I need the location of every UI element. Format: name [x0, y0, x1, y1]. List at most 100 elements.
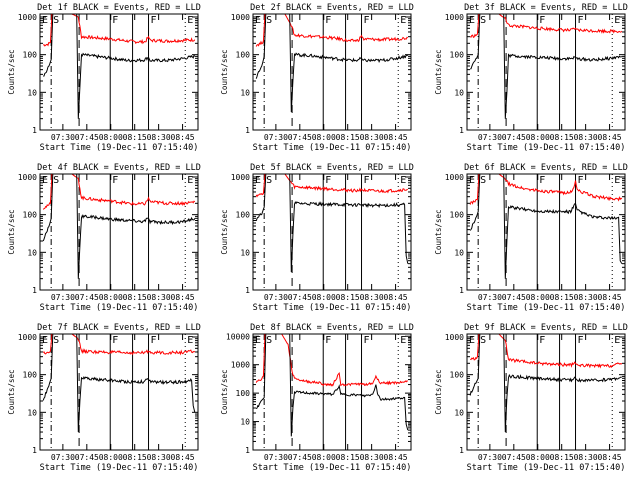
- event-marker-label: S: [53, 335, 59, 346]
- series-lld-line: [469, 174, 623, 205]
- y-tick-label: 10: [240, 88, 250, 97]
- event-marker-label: E: [42, 335, 48, 346]
- y-axis-label: Counts/sec: [7, 49, 16, 94]
- chart-panel: Det 7f BLACK = Events, RED = LLD 1 10 100 10…: [7, 323, 201, 473]
- plot-frame: [466, 173, 626, 291]
- chart-title: Det 5f BLACK = Events, RED = LLD: [250, 163, 414, 173]
- series-events-line: [42, 334, 196, 433]
- chart-title: Det 3f BLACK = Events, RED = LLD: [464, 3, 628, 13]
- x-tick-label: 08:45: [598, 133, 622, 142]
- y-axis-label: Counts/sec: [220, 369, 229, 414]
- x-tick-label: 07:45: [288, 133, 312, 142]
- x-tick-label: 07:30: [264, 133, 288, 142]
- y-axis-label: Counts/sec: [7, 369, 16, 414]
- series-lld-line: [42, 174, 196, 210]
- series-lld-line: [255, 14, 409, 47]
- y-tick-label: 10: [240, 248, 250, 257]
- event-marker-label: F: [325, 175, 331, 186]
- x-axis-label: Start Time (19-Dec-11 07:15:40): [253, 303, 412, 313]
- y-tick-label: 1000: [445, 13, 464, 22]
- x-tick-label: 07:45: [502, 133, 526, 142]
- y-tick-label: 1: [459, 286, 464, 295]
- y-tick-label: 10000: [226, 332, 250, 341]
- x-tick-label: 08:30: [360, 133, 384, 142]
- series-lld-line: [469, 14, 623, 38]
- event-marker-label: E: [400, 175, 406, 186]
- event-marker-label: F: [364, 335, 370, 346]
- x-tick-label: 08:00: [526, 453, 550, 462]
- x-tick-label: 08:00: [99, 133, 123, 142]
- chart-panel: Det 8f BLACK = Events, RED = LLD 1 10 100 10…: [220, 323, 414, 473]
- x-tick-label: 07:30: [264, 453, 288, 462]
- x-tick-label: 07:30: [264, 293, 288, 302]
- x-tick-label: 08:30: [574, 453, 598, 462]
- event-marker-label: E: [42, 175, 48, 186]
- y-tick-label: 1000: [445, 333, 464, 342]
- plot-frame: [39, 173, 199, 291]
- series-lld-line: [470, 334, 623, 369]
- y-tick-label: 1000: [231, 13, 250, 22]
- event-marker-label: E: [614, 15, 620, 26]
- x-tick-label: 08:45: [598, 293, 622, 302]
- x-tick-label: 08:00: [99, 453, 123, 462]
- x-tick-label: 08:15: [550, 293, 574, 302]
- x-tick-label: 08:00: [312, 293, 336, 302]
- y-tick-label: 1: [32, 126, 37, 135]
- x-tick-label: 08:15: [336, 453, 360, 462]
- event-marker-label: E: [255, 335, 261, 346]
- x-tick-label: 08:00: [99, 293, 123, 302]
- chart-title: Det 8f BLACK = Events, RED = LLD: [250, 323, 414, 333]
- event-marker-label: F: [151, 175, 157, 186]
- x-tick-label: 07:30: [478, 453, 502, 462]
- series-events-line: [255, 334, 409, 437]
- event-marker-label: S: [53, 175, 59, 186]
- x-tick-label: 07:30: [478, 293, 502, 302]
- x-tick-label: 08:45: [384, 453, 408, 462]
- chart-panel: Det 2f BLACK = Events, RED = LLD 1 10 100 10…: [220, 3, 414, 153]
- y-axis-label: Counts/sec: [434, 369, 443, 414]
- event-marker-label: S: [53, 15, 59, 26]
- event-marker-label: S: [266, 175, 272, 186]
- x-tick-label: 08:15: [550, 453, 574, 462]
- series-lld-line: [255, 334, 409, 387]
- x-tick-label: 08:15: [123, 133, 147, 142]
- x-axis-label: Start Time (19-Dec-11 07:15:40): [253, 143, 412, 153]
- x-axis-label: Start Time (19-Dec-11 07:15:40): [467, 463, 626, 473]
- y-tick-label: 1: [245, 446, 250, 455]
- x-tick-label: 07:45: [75, 293, 99, 302]
- event-marker-label: F: [151, 335, 157, 346]
- x-tick-label: 08:45: [171, 453, 195, 462]
- y-tick-label: 1: [459, 126, 464, 135]
- event-marker-label: E: [255, 15, 261, 26]
- event-marker-label: E: [400, 15, 406, 26]
- x-tick-label: 07:30: [51, 133, 75, 142]
- y-tick-label: 10: [240, 418, 250, 427]
- event-marker-label: E: [400, 335, 406, 346]
- plot-frame: [252, 173, 412, 291]
- chart-panel: Det 4f BLACK = Events, RED = LLD 1 10 100 10…: [7, 163, 201, 313]
- series-lld-line: [42, 334, 196, 356]
- x-tick-label: 08:30: [574, 293, 598, 302]
- event-marker-label: S: [480, 335, 486, 346]
- x-tick-label: 08:15: [123, 453, 147, 462]
- x-tick-label: 08:30: [360, 453, 384, 462]
- y-axis-label: Counts/sec: [220, 209, 229, 254]
- event-marker-label: S: [480, 175, 486, 186]
- x-axis-label: Start Time (19-Dec-11 07:15:40): [467, 143, 626, 153]
- x-tick-label: 07:30: [51, 293, 75, 302]
- chart-title: Det 2f BLACK = Events, RED = LLD: [250, 3, 414, 13]
- y-tick-label: 1000: [231, 173, 250, 182]
- x-tick-label: 07:45: [288, 293, 312, 302]
- event-marker-label: F: [364, 15, 370, 26]
- event-marker-label: F: [539, 15, 545, 26]
- event-marker-label: E: [614, 175, 620, 186]
- x-tick-label: 08:45: [384, 293, 408, 302]
- event-marker-label: F: [539, 335, 545, 346]
- plot-frame: [252, 333, 412, 451]
- series-events-line: [469, 334, 622, 433]
- x-tick-label: 07:30: [51, 453, 75, 462]
- x-tick-label: 08:00: [526, 133, 550, 142]
- event-marker-label: F: [364, 175, 370, 186]
- x-tick-label: 08:30: [147, 133, 171, 142]
